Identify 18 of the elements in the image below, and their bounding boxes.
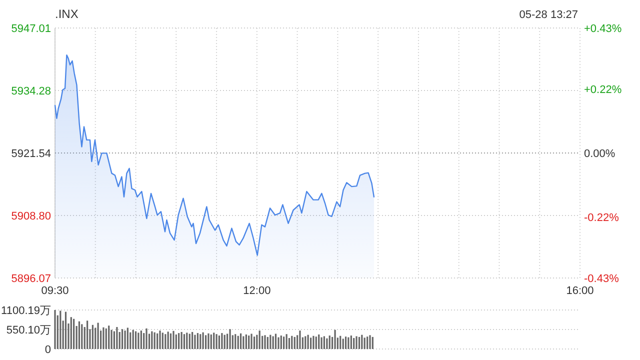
- x-tick-label: 09:30: [41, 285, 69, 297]
- x-tick-label: 16:00: [566, 285, 594, 297]
- chart-title: .INX: [55, 7, 78, 21]
- y-tick-label: 5921.54: [11, 148, 51, 160]
- y2-tick-label: +0.43%: [584, 23, 622, 35]
- x-tick-label: 12:00: [243, 285, 271, 297]
- y-tick-label: 550.10万: [6, 324, 51, 336]
- y2-tick-label: 0.00%: [584, 148, 616, 160]
- y2-tick-label: +0.22%: [584, 84, 622, 96]
- y-tick-label: 5908.80: [11, 210, 51, 223]
- y2-tick-label: -0.22%: [584, 212, 620, 224]
- y-tick-label: 0: [44, 344, 51, 356]
- y2-tick-label: -0.43%: [584, 273, 620, 285]
- y-tick-label: 5947.01: [11, 23, 51, 35]
- text: 05-28 13:27: [519, 9, 578, 21]
- y-tick-label: 1100.19万: [1, 305, 51, 317]
- y-tick-label: 5934.28: [11, 85, 51, 98]
- y-tick-label: 5896.07: [11, 273, 51, 285]
